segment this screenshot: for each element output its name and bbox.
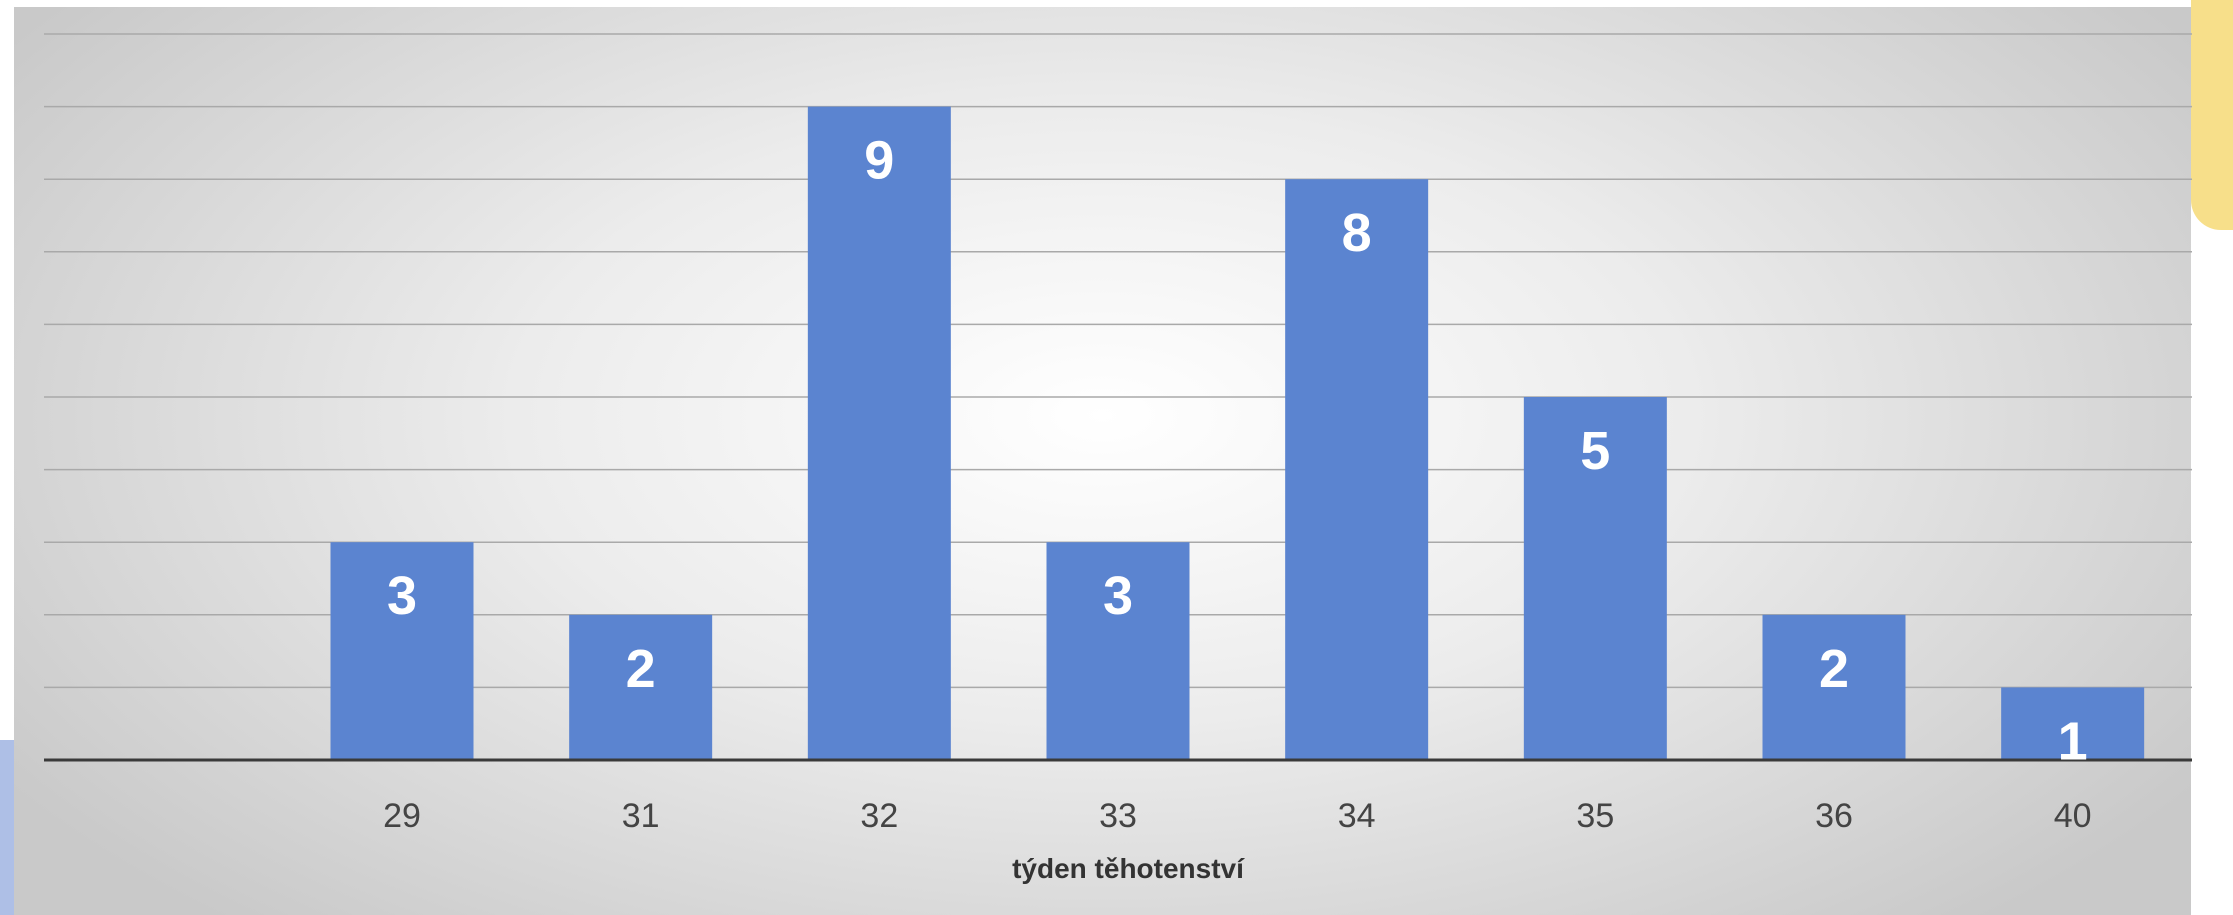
bar-31 bbox=[569, 614, 713, 760]
slide-accent-left bbox=[0, 740, 14, 915]
bar-32 bbox=[807, 106, 951, 761]
x-tick-33: 33 bbox=[1099, 797, 1137, 835]
bar-40 bbox=[2001, 687, 2145, 760]
bar-34 bbox=[1285, 179, 1429, 760]
data-label-36: 2 bbox=[1819, 639, 1849, 699]
data-labels: 3 2 9 3 8 5 2 1 bbox=[387, 131, 2088, 772]
x-tick-29: 29 bbox=[383, 797, 421, 835]
data-label-32: 9 bbox=[864, 131, 894, 191]
data-label-29: 3 bbox=[387, 566, 417, 626]
bars bbox=[330, 106, 2145, 761]
data-label-34: 8 bbox=[1342, 203, 1372, 263]
data-label-31: 2 bbox=[626, 639, 656, 699]
x-tick-36: 36 bbox=[1815, 797, 1853, 835]
x-tick-35: 35 bbox=[1576, 797, 1614, 835]
slide-accent-right bbox=[2191, 0, 2233, 230]
x-axis-title: týden těhotenství bbox=[1012, 853, 1245, 884]
x-tick-40: 40 bbox=[2054, 797, 2092, 835]
data-label-33: 3 bbox=[1103, 566, 1133, 626]
x-tick-31: 31 bbox=[622, 797, 660, 835]
data-label-40: 1 bbox=[2058, 711, 2088, 771]
x-tick-32: 32 bbox=[860, 797, 898, 835]
bar-35 bbox=[1523, 397, 1667, 760]
chart-background bbox=[14, 7, 2191, 915]
bar-33 bbox=[1046, 542, 1190, 760]
bar-29 bbox=[330, 542, 474, 760]
x-tick-labels: 29 31 32 33 34 35 36 40 bbox=[383, 797, 2091, 835]
data-label-35: 5 bbox=[1580, 421, 1610, 481]
x-tick-34: 34 bbox=[1338, 797, 1376, 835]
bar-36 bbox=[1762, 614, 1906, 760]
